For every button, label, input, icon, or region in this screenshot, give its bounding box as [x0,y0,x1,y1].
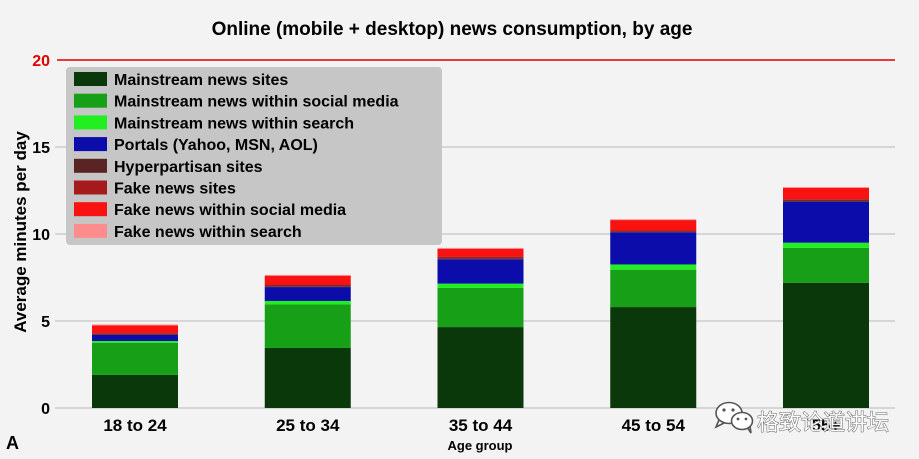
bar-fake-news-sites-55 [783,199,869,201]
legend-swatch [74,180,107,195]
chart-title: Online (mobile + desktop) news consumpti… [212,19,693,40]
bar-fake-news-within-search-55 [783,187,869,188]
x-tick-label-45-to-54: 45 to 54 [622,416,686,435]
bar-fake-news-within-search-18-to-24 [92,324,178,326]
legend-label: Fake news sites [114,181,236,198]
bar-fake-news-sites-18-to-24 [92,333,178,335]
legend-item-hyperpartisan-sites: Hyperpartisan sites [74,158,263,176]
bar-mainstream-news-sites-25-to-34 [264,347,351,408]
legend-label: Mainstream news sites [114,72,288,89]
y-tick-label-15: 15 [32,140,50,157]
legend-item-mainstream-news-within-social-media: Mainstream news within social media [74,93,399,111]
legend-label: Fake news within search [114,224,302,241]
bar-mainstream-news-sites-55 [783,282,869,408]
x-tick-label-18-to-24: 18 to 24 [103,416,167,435]
y-axis-label: Average minutes per day [11,131,30,333]
y-tick-label-10: 10 [32,227,50,244]
bar-mainstream-news-within-search-25-to-34 [264,300,351,305]
bar-fake-news-within-social-media-45-to-54 [610,220,697,231]
watermark-text: 格致论道讲坛 [757,411,889,436]
wechat-icon [714,401,754,434]
legend: Mainstream news sites Mainstream news wi… [66,67,442,245]
legend-swatch [74,93,107,108]
legend-item-mainstream-news-within-search: Mainstream news within search [74,115,354,132]
x-axis-label: Age group [448,438,513,453]
y-tick-label-0: 0 [41,401,50,418]
x-tick-label-55: 55+ [812,416,841,435]
stacked-bars [92,187,869,408]
x-axis-ticks: 18 to 24 25 to 34 35 to 44 45 to 54 55+ [103,416,840,435]
bar-fake-news-sites-45-to-54 [610,230,697,232]
bar-hyperpartisan-sites-55 [783,200,869,202]
bar-mainstream-news-within-search-45-to-54 [610,264,697,270]
bar-mainstream-news-within-search-55 [783,242,869,248]
legend-swatch [74,223,107,238]
y-tick-label-5: 5 [41,314,50,331]
bar-mainstream-news-within-search-18-to-24 [92,341,178,343]
legend-swatch [74,202,107,217]
legend-item-fake-news-within-social-media: Fake news within social media [74,202,346,219]
bar-mainstream-news-sites-18-to-24 [92,374,178,408]
bar-mainstream-news-sites-45-to-54 [610,307,697,408]
y-tick-label-20: 20 [32,53,50,70]
x-tick-label-25-to-34: 25 to 34 [276,416,340,435]
legend-box [66,67,442,245]
legend-label: Hyperpartisan sites [114,159,263,176]
watermark: 格致论道讲坛 [714,401,890,437]
bar-fake-news-sites-25-to-34 [264,284,351,287]
bar-mainstream-news-within-search-35-to-44 [437,283,524,288]
legend-label: Fake news within social media [114,202,346,219]
bar-fake-news-within-search-45-to-54 [610,219,697,221]
bar-portals-yahoo-msn-aol-55 [783,201,869,243]
bar-mainstream-news-within-social-media-55 [783,247,869,283]
bar-portals-yahoo-msn-aol-45-to-54 [610,232,697,265]
bar-portals-yahoo-msn-aol-25-to-34 [264,287,351,301]
legend-item-portals: Portals (Yahoo, MSN, AOL) [74,137,318,154]
bar-mainstream-news-within-social-media-45-to-54 [610,269,697,308]
bar-fake-news-within-social-media-25-to-34 [264,275,351,285]
x-tick-label-35-to-44: 35 to 44 [449,416,513,435]
legend-item-fake-news-within-search: Fake news within search [74,223,302,241]
bar-hyperpartisan-sites-25-to-34 [264,286,351,288]
bar-fake-news-within-social-media-18-to-24 [92,325,178,334]
legend-label: Portals (Yahoo, MSN, AOL) [114,137,318,154]
bar-mainstream-news-within-social-media-35-to-44 [437,287,524,328]
bar-fake-news-within-social-media-35-to-44 [437,248,524,257]
legend-item-fake-news-sites: Fake news sites [74,180,236,198]
panel-label: A [6,433,19,453]
legend-label: Mainstream news within social media [114,94,399,111]
bar-hyperpartisan-sites-18-to-24 [92,334,178,335]
y-axis-ticks: 0 5 10 15 20 [32,53,50,418]
bar-fake-news-sites-35-to-44 [437,256,524,259]
legend-item-mainstream-news-sites: Mainstream news sites [74,72,288,89]
bar-fake-news-within-search-25-to-34 [264,274,351,276]
bar-portals-yahoo-msn-aol-18-to-24 [92,334,178,342]
bar-fake-news-within-social-media-55 [783,187,869,200]
bar-mainstream-news-within-social-media-25-to-34 [264,304,351,348]
bar-mainstream-news-within-social-media-18-to-24 [92,342,178,375]
legend-swatch [74,115,107,130]
bar-hyperpartisan-sites-45-to-54 [610,231,697,233]
bar-mainstream-news-sites-35-to-44 [437,327,524,408]
legend-swatch [74,72,107,86]
bar-portals-yahoo-msn-aol-35-to-44 [437,259,524,284]
legend-swatch [74,158,107,173]
legend-swatch [74,137,107,152]
bar-hyperpartisan-sites-35-to-44 [437,258,524,260]
legend-label: Mainstream news within search [114,115,354,132]
bar-fake-news-within-search-35-to-44 [437,247,524,249]
